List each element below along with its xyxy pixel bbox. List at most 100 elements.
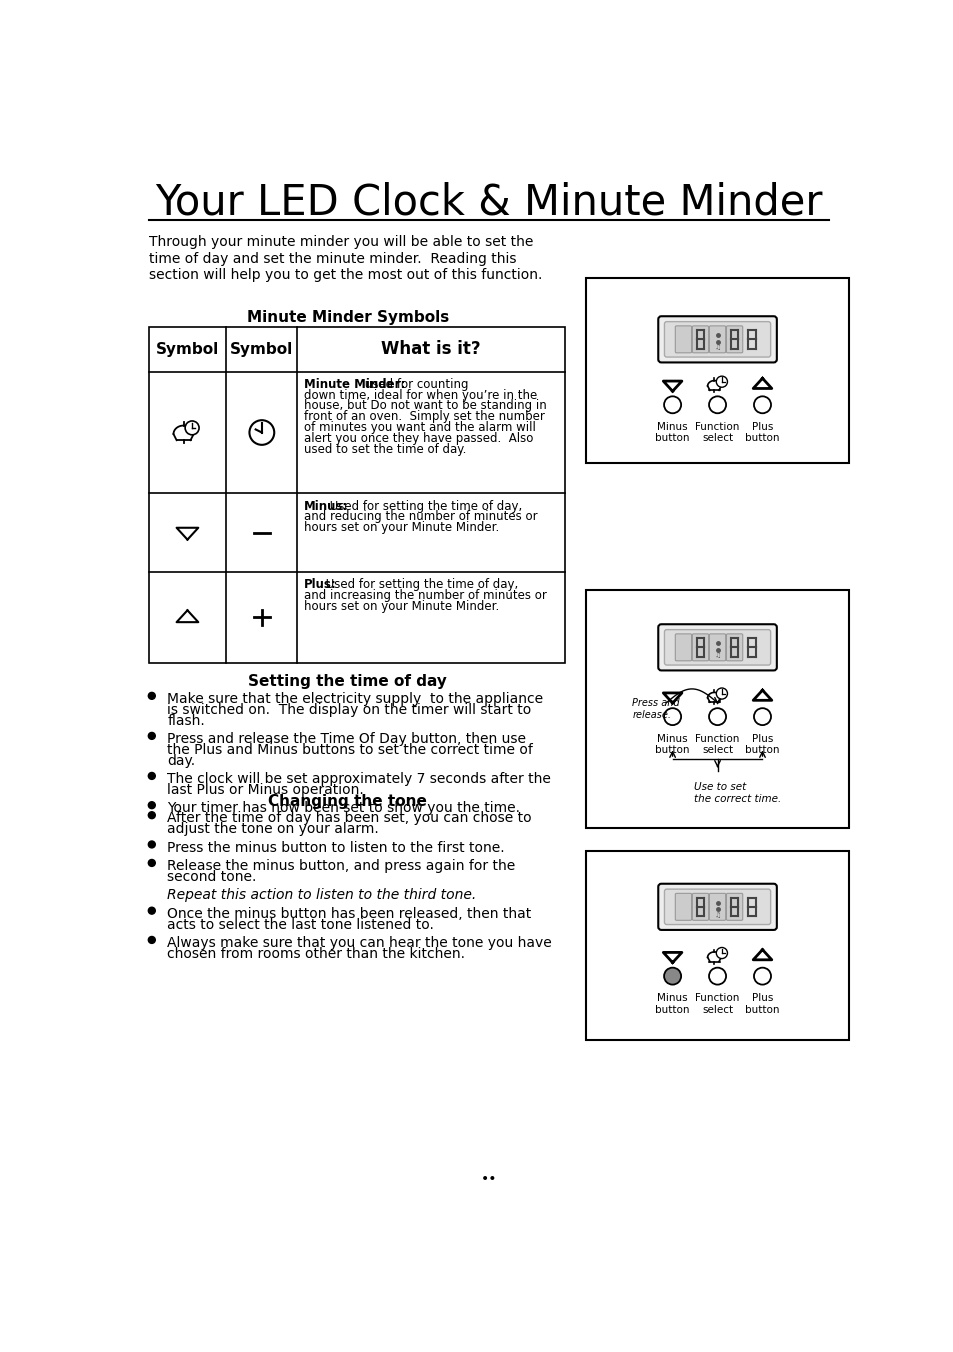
Circle shape — [663, 396, 680, 414]
FancyBboxPatch shape — [658, 316, 776, 362]
Bar — [585, 589, 848, 829]
Text: Plus:: Plus: — [303, 579, 336, 591]
Circle shape — [148, 841, 155, 848]
Text: flash.: flash. — [167, 714, 205, 727]
Circle shape — [148, 860, 155, 867]
Circle shape — [663, 708, 680, 725]
Text: Press and release the Time Of Day button, then use: Press and release the Time Of Day button… — [167, 731, 526, 746]
Text: second tone.: second tone. — [167, 869, 256, 884]
Circle shape — [753, 396, 770, 414]
FancyBboxPatch shape — [675, 634, 691, 661]
Circle shape — [716, 948, 727, 959]
FancyBboxPatch shape — [692, 894, 708, 921]
Text: Used for setting the time of day,: Used for setting the time of day, — [322, 579, 518, 591]
Circle shape — [708, 708, 725, 725]
Text: Minus
button: Minus button — [655, 422, 689, 443]
Bar — [585, 852, 848, 1040]
Text: Minus:: Minus: — [303, 499, 348, 512]
Bar — [149, 327, 564, 662]
Circle shape — [753, 708, 770, 725]
Text: Minute Minder Symbols: Minute Minder Symbols — [247, 310, 449, 326]
Text: ♫: ♫ — [714, 911, 720, 918]
Circle shape — [185, 420, 199, 435]
Text: ♫: ♫ — [714, 343, 720, 350]
Text: used to set the time of day.: used to set the time of day. — [303, 442, 466, 456]
FancyBboxPatch shape — [664, 322, 770, 357]
Text: used for counting: used for counting — [361, 377, 468, 391]
Text: Repeat this action to listen to the third tone.: Repeat this action to listen to the thir… — [167, 888, 476, 902]
Circle shape — [148, 811, 155, 819]
FancyBboxPatch shape — [709, 634, 725, 661]
Circle shape — [753, 968, 770, 984]
Text: and increasing the number of minutes or: and increasing the number of minutes or — [303, 589, 546, 602]
FancyBboxPatch shape — [725, 894, 742, 921]
Text: is switched on.  The display on the timer will start to: is switched on. The display on the timer… — [167, 703, 531, 717]
Text: What is it?: What is it? — [381, 341, 480, 358]
Text: chosen from rooms other than the kitchen.: chosen from rooms other than the kitchen… — [167, 946, 465, 961]
Circle shape — [708, 396, 725, 414]
FancyBboxPatch shape — [658, 625, 776, 671]
Circle shape — [148, 907, 155, 914]
Bar — [585, 277, 848, 462]
Text: day.: day. — [167, 753, 195, 768]
Text: Your timer has now been set to show you the time.: Your timer has now been set to show you … — [167, 802, 519, 815]
Circle shape — [663, 968, 680, 984]
Text: hours set on your Minute Minder.: hours set on your Minute Minder. — [303, 521, 498, 534]
Text: down time, ideal for when you’re in the: down time, ideal for when you’re in the — [303, 388, 537, 402]
Circle shape — [249, 420, 274, 445]
Text: After the time of day has been set, you can chose to: After the time of day has been set, you … — [167, 811, 532, 825]
FancyBboxPatch shape — [658, 884, 776, 930]
Text: hours set on your Minute Minder.: hours set on your Minute Minder. — [303, 599, 498, 612]
Text: Function
select: Function select — [695, 994, 739, 1014]
Text: Use to set
the correct time.: Use to set the correct time. — [694, 781, 781, 803]
Text: Symbol: Symbol — [230, 342, 294, 357]
Text: ♫: ♫ — [714, 652, 720, 658]
Circle shape — [716, 688, 727, 699]
Text: Function
select: Function select — [695, 422, 739, 443]
Text: Make sure that the electricity supply  to the appliance: Make sure that the electricity supply to… — [167, 692, 543, 706]
FancyBboxPatch shape — [709, 894, 725, 921]
Text: Always make sure that you can hear the tone you have: Always make sure that you can hear the t… — [167, 936, 552, 950]
FancyBboxPatch shape — [675, 894, 691, 921]
Text: last Plus or Minus operation.: last Plus or Minus operation. — [167, 783, 364, 796]
Text: alert you once they have passed.  Also: alert you once they have passed. Also — [303, 431, 533, 445]
Text: ••: •• — [480, 1172, 497, 1186]
Text: Press the minus button to listen to the first tone.: Press the minus button to listen to the … — [167, 841, 504, 854]
FancyBboxPatch shape — [675, 326, 691, 353]
Text: of minutes you want and the alarm will: of minutes you want and the alarm will — [303, 420, 535, 434]
FancyBboxPatch shape — [692, 326, 708, 353]
Text: Minute Minder:: Minute Minder: — [303, 377, 405, 391]
Text: Plus
button: Plus button — [744, 734, 779, 756]
Text: Release the minus button, and press again for the: Release the minus button, and press agai… — [167, 859, 515, 873]
Text: Symbol: Symbol — [155, 342, 219, 357]
Text: adjust the tone on your alarm.: adjust the tone on your alarm. — [167, 822, 378, 836]
Text: Function
select: Function select — [695, 734, 739, 756]
Text: Plus
button: Plus button — [744, 422, 779, 443]
Text: Through your minute minder you will be able to set the
time of day and set the m: Through your minute minder you will be a… — [149, 235, 541, 281]
FancyBboxPatch shape — [725, 634, 742, 661]
Text: acts to select the last tone listened to.: acts to select the last tone listened to… — [167, 918, 434, 932]
Text: Setting the time of day: Setting the time of day — [248, 675, 447, 690]
Text: Used for setting the time of day,: Used for setting the time of day, — [326, 499, 521, 512]
FancyBboxPatch shape — [725, 326, 742, 353]
Text: Minus
button: Minus button — [655, 994, 689, 1014]
Circle shape — [708, 968, 725, 984]
Circle shape — [716, 376, 727, 387]
FancyBboxPatch shape — [709, 326, 725, 353]
Text: front of an oven.  Simply set the number: front of an oven. Simply set the number — [303, 410, 544, 423]
Text: Changing the tone: Changing the tone — [268, 794, 427, 808]
Text: Minus
button: Minus button — [655, 734, 689, 756]
Text: Press and
release.: Press and release. — [632, 698, 679, 719]
Text: house, but Do not want to be standing in: house, but Do not want to be standing in — [303, 399, 546, 412]
Text: Plus
button: Plus button — [744, 994, 779, 1014]
Text: The clock will be set approximately 7 seconds after the: The clock will be set approximately 7 se… — [167, 772, 551, 786]
Circle shape — [148, 772, 155, 779]
Text: Your LED Clock & Minute Minder: Your LED Clock & Minute Minder — [155, 181, 821, 223]
Circle shape — [148, 733, 155, 740]
Text: and reducing the number of minutes or: and reducing the number of minutes or — [303, 510, 537, 523]
FancyBboxPatch shape — [664, 630, 770, 665]
Circle shape — [148, 692, 155, 699]
Text: the Plus and Minus buttons to set the correct time of: the Plus and Minus buttons to set the co… — [167, 742, 533, 757]
FancyBboxPatch shape — [664, 890, 770, 925]
Text: Once the minus button has been released, then that: Once the minus button has been released,… — [167, 907, 531, 921]
